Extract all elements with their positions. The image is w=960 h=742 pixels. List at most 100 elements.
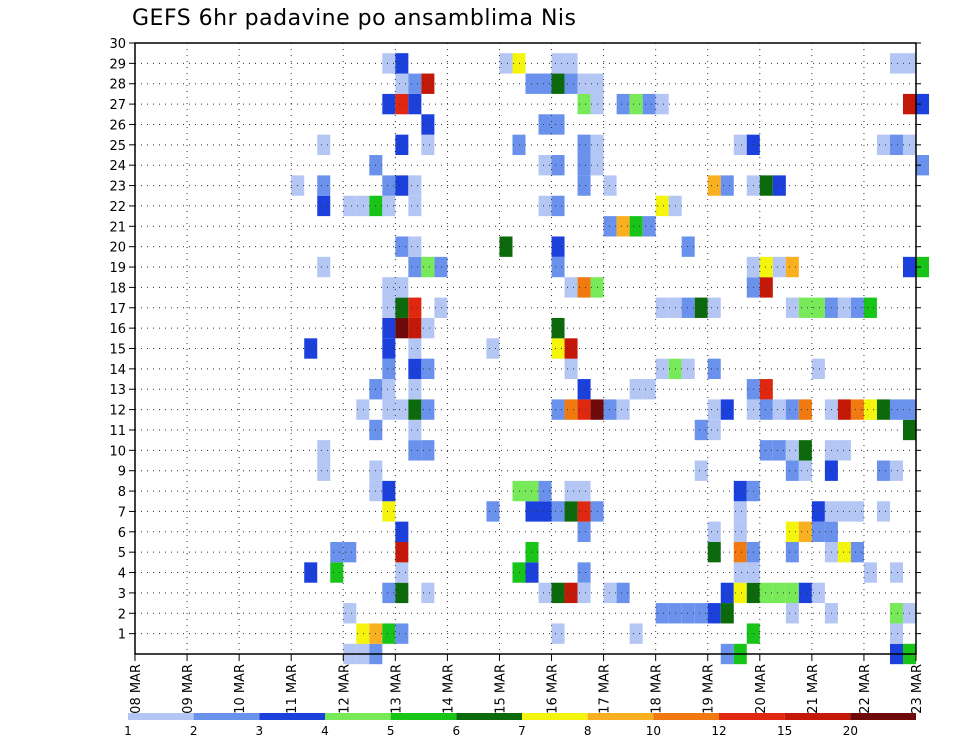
y-tick-label: 16 (109, 322, 126, 337)
x-tick-label: 21 MAR (806, 664, 821, 714)
y-tick-label: 23 (109, 180, 126, 195)
colorbar-swatch (390, 713, 457, 720)
heatmap-cell (707, 419, 721, 441)
heatmap-cell (382, 358, 396, 380)
heatmap-cell (408, 317, 422, 339)
heatmap-cell (525, 73, 539, 94)
heatmap-cell (421, 440, 435, 461)
heatmap-cell (733, 480, 747, 502)
heatmap-cell (512, 480, 526, 502)
heatmap-cell (408, 440, 422, 461)
y-tick-label: 4 (118, 567, 126, 582)
heatmap-cell (655, 603, 669, 624)
y-tick-label: 2 (118, 607, 126, 622)
heatmap-cell (785, 440, 799, 461)
heatmap-cell (317, 440, 331, 461)
heatmap-cell (681, 358, 695, 380)
heatmap-cell (577, 480, 591, 502)
heatmap-cell (395, 73, 409, 94)
heatmap-cell (343, 541, 357, 563)
heatmap-cell (759, 440, 773, 461)
heatmap-cell (538, 73, 552, 94)
heatmap-cell (863, 399, 877, 420)
heatmap-cell (889, 53, 903, 74)
heatmap-cell (551, 53, 565, 74)
heatmap-cell (889, 460, 903, 481)
heatmap-cell (850, 399, 864, 420)
x-tick-label: 19 MAR (702, 664, 717, 714)
heatmap-cell (707, 603, 721, 624)
heatmap-cell (811, 297, 825, 318)
heatmap-cell (356, 399, 370, 420)
colorbar-label: 15 (777, 724, 792, 738)
heatmap-cell (694, 460, 708, 481)
y-tick-label: 22 (109, 200, 126, 215)
colorbar-label: 1 (124, 724, 132, 738)
heatmap-cell (525, 480, 539, 502)
y-tick-label: 18 (109, 281, 126, 296)
heatmap-cell (395, 317, 409, 339)
heatmap-cell (538, 195, 552, 217)
heatmap-cell (655, 93, 669, 115)
heatmap-cell (408, 399, 422, 420)
heatmap-cell (642, 216, 656, 237)
heatmap-cell (408, 338, 422, 359)
heatmap-cell (616, 399, 630, 420)
heatmap-cell (395, 399, 409, 420)
heatmap-cell (785, 521, 799, 542)
heatmap-cell (577, 562, 591, 583)
heatmap-cell (916, 93, 930, 115)
y-tick-label: 11 (109, 424, 126, 439)
heatmap-cell (798, 521, 812, 542)
heatmap-cell (551, 317, 565, 339)
heatmap-cell (525, 541, 539, 563)
heatmap-cell (421, 358, 435, 380)
heatmap-cell (863, 562, 877, 583)
heatmap-cell (564, 501, 578, 522)
heatmap-cell (733, 501, 747, 522)
chart-title: GEFS 6hr padavine po ansamblima Nis (132, 6, 577, 31)
heatmap-cell (694, 419, 708, 441)
heatmap-cell (551, 195, 565, 217)
heatmap-cell (798, 582, 812, 604)
heatmap-cell (538, 480, 552, 502)
colorbar-swatch (128, 713, 194, 720)
heatmap-cell (356, 195, 370, 217)
y-tick-label: 1 (118, 628, 126, 643)
y-tick-label: 9 (118, 465, 126, 480)
heatmap-cell (837, 297, 851, 318)
heatmap-cell (720, 175, 734, 196)
heatmap-cell (421, 317, 435, 339)
heatmap-cell (889, 134, 903, 156)
heatmap-cell (577, 175, 591, 196)
colorbar-swatch (456, 713, 522, 720)
y-tick-label: 13 (109, 383, 126, 398)
colorbar-swatch (653, 713, 719, 720)
y-tick-label: 24 (109, 159, 126, 174)
heatmap-cell (538, 582, 552, 604)
heatmap-cell (499, 236, 513, 257)
heatmap-cell (642, 93, 656, 115)
heatmap-cell (733, 541, 747, 563)
heatmap-cell (798, 440, 812, 461)
heatmap-cell (421, 582, 435, 604)
heatmap-cell (733, 562, 747, 583)
heatmap-cell (577, 379, 591, 400)
heatmap-cell (759, 256, 773, 278)
heatmap-cell (603, 582, 617, 604)
heatmap-cell (889, 562, 903, 583)
heatmap-cell (564, 277, 578, 298)
heatmap-cell (785, 460, 799, 481)
heatmap-cell (694, 297, 708, 318)
heatmap-cell (811, 521, 825, 542)
heatmap-cell (395, 623, 409, 644)
x-tick-label: 08 MAR (129, 664, 144, 714)
y-tick-label: 25 (109, 139, 126, 154)
heatmap-cell (772, 582, 786, 604)
y-tick-label: 27 (109, 98, 126, 113)
heatmap-cell (837, 541, 851, 563)
colorbar-label: 2 (190, 724, 198, 738)
heatmap-cell (408, 236, 422, 257)
x-tick-label: 11 MAR (285, 664, 300, 714)
heatmap-cell (603, 175, 617, 196)
